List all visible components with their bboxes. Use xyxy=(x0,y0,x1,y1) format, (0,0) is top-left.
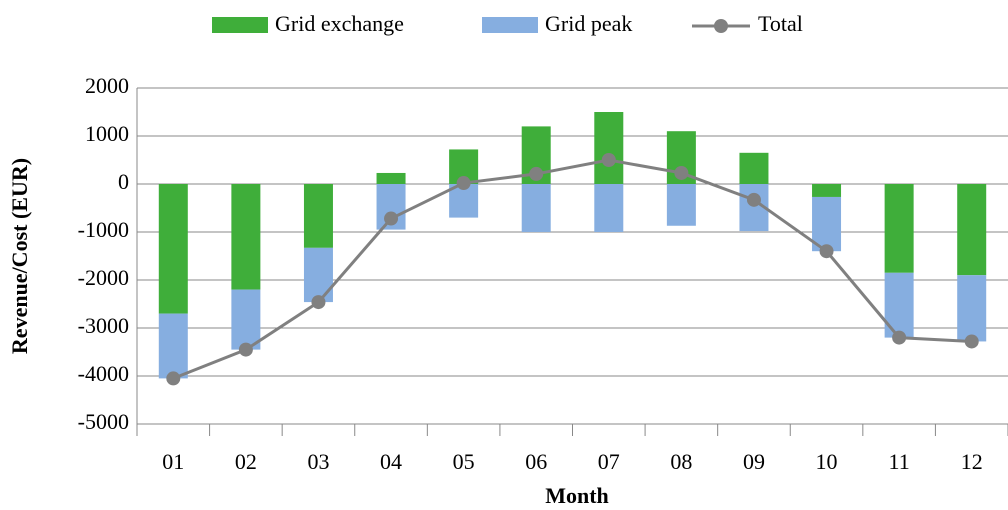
line-marker xyxy=(311,295,326,310)
y-tick-label: -5000 xyxy=(78,409,129,434)
y-tick-label: 2000 xyxy=(85,73,129,98)
bar xyxy=(158,313,188,379)
x-tick-label: 12 xyxy=(961,449,983,474)
bar xyxy=(957,184,987,276)
x-tick-label: 06 xyxy=(525,449,547,474)
legend-label: Total xyxy=(758,11,803,36)
x-tick-label: 03 xyxy=(307,449,329,474)
line-marker xyxy=(892,330,907,345)
line-marker xyxy=(529,166,544,181)
x-tick-label: 07 xyxy=(598,449,620,474)
bar xyxy=(812,184,842,197)
y-tick-label: 1000 xyxy=(85,121,129,146)
bar xyxy=(594,112,624,184)
bar xyxy=(303,247,333,303)
x-tick-label: 11 xyxy=(889,449,910,474)
bar xyxy=(158,184,188,314)
line-marker xyxy=(166,371,181,386)
bar xyxy=(884,272,914,338)
bar xyxy=(812,196,842,252)
legend-label: Grid exchange xyxy=(275,11,404,36)
x-tick-label: 04 xyxy=(380,449,402,474)
x-tick-label: 02 xyxy=(235,449,257,474)
y-axis-title: Revenue/Cost (EUR) xyxy=(7,158,32,354)
x-tick-label: 05 xyxy=(453,449,475,474)
x-tick-label: 09 xyxy=(743,449,765,474)
legend: Grid exchange Grid peak Total xyxy=(212,11,803,36)
bar xyxy=(376,172,406,184)
line xyxy=(172,158,972,380)
line-marker xyxy=(384,211,399,226)
x-axis-title: Month xyxy=(545,483,609,508)
line-marker xyxy=(601,153,616,167)
bar xyxy=(231,289,261,350)
line-marker xyxy=(746,192,761,207)
legend-swatch xyxy=(482,17,538,33)
line-marker xyxy=(456,176,471,191)
legend-label: Grid peak xyxy=(545,11,632,36)
bar xyxy=(957,275,987,342)
bar xyxy=(303,184,333,248)
bar xyxy=(884,184,914,273)
y-tick-label: -1000 xyxy=(78,217,129,242)
bar xyxy=(231,184,261,290)
bar xyxy=(666,184,696,226)
legend-marker xyxy=(714,19,728,33)
y-tick-label: -3000 xyxy=(78,313,129,338)
bar xyxy=(739,152,769,184)
line-marker xyxy=(674,165,689,180)
bar xyxy=(594,184,624,232)
x-tick-label: 08 xyxy=(670,449,692,474)
line-marker xyxy=(819,244,834,259)
y-tick-label: 0 xyxy=(118,169,129,194)
x-tick-label: 10 xyxy=(816,449,838,474)
line-marker xyxy=(964,334,979,349)
y-tick-label: -2000 xyxy=(78,265,129,290)
y-tick-label: -4000 xyxy=(78,361,129,386)
line-marker xyxy=(238,342,253,357)
x-tick-label: 01 xyxy=(162,449,184,474)
legend-swatch xyxy=(212,17,268,33)
bar xyxy=(521,184,551,232)
